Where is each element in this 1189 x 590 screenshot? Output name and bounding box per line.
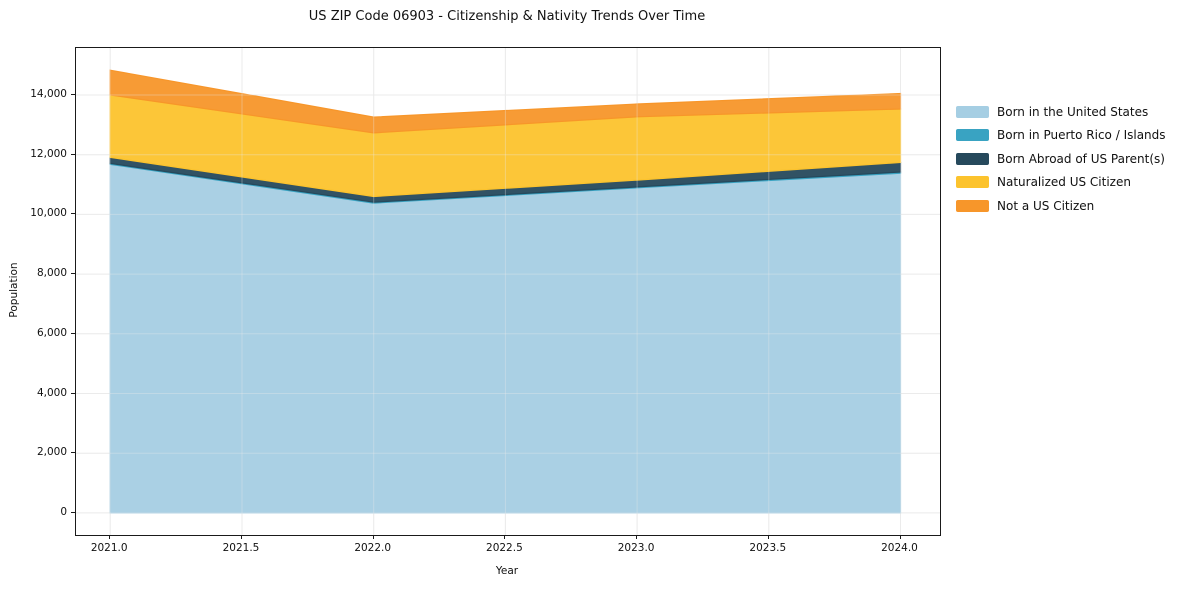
legend-item: Born in Puerto Rico / Islands <box>956 124 1166 148</box>
x-tick-label: 2021.0 <box>90 542 128 554</box>
area-series-4 <box>109 69 902 134</box>
y-tick-label: 10,000 <box>30 207 67 220</box>
legend-item: Naturalized US Citizen <box>956 171 1166 195</box>
y-axis-label: Population <box>8 262 20 318</box>
chart-canvas <box>76 48 940 535</box>
x-tick-label: 2022.5 <box>486 542 523 554</box>
legend-item: Born in the United States <box>956 100 1166 124</box>
legend-item: Not a US Citizen <box>956 194 1166 218</box>
legend-label: Born in Puerto Rico / Islands <box>997 128 1166 143</box>
x-tick-label: 2022.0 <box>354 542 392 554</box>
legend-label: Naturalized US Citizen <box>997 175 1131 190</box>
legend-swatch-icon <box>956 176 989 189</box>
y-tick-label: 6,000 <box>36 326 67 339</box>
legend-swatch-icon <box>956 199 989 212</box>
y-tick-label: 12,000 <box>30 147 67 160</box>
y-tick-label: 4,000 <box>36 386 67 399</box>
y-tick-label: 0 <box>60 505 67 518</box>
legend-swatch-icon <box>956 152 989 165</box>
legend-swatch-icon <box>956 129 989 142</box>
x-tick-label: 2023.0 <box>617 542 655 554</box>
x-axis-label: Year <box>495 565 519 577</box>
x-tick-label: 2021.5 <box>222 542 260 554</box>
y-tick-label: 2,000 <box>36 446 67 459</box>
x-tick-label: 2023.5 <box>749 542 787 554</box>
legend-item: Born Abroad of US Parent(s) <box>956 147 1166 171</box>
legend-label: Born Abroad of US Parent(s) <box>997 151 1165 166</box>
legend-label: Born in the United States <box>997 104 1149 119</box>
y-tick-label: 14,000 <box>30 88 67 100</box>
legend-swatch-icon <box>956 105 989 118</box>
x-tick-label: 2024.0 <box>881 542 918 554</box>
plot-area <box>75 47 941 536</box>
chart-title: US ZIP Code 06903 - Citizenship & Nativi… <box>308 9 706 24</box>
legend-label: Not a US Citizen <box>997 198 1095 213</box>
legend: Born in the United States Born in Puerto… <box>956 100 1166 218</box>
